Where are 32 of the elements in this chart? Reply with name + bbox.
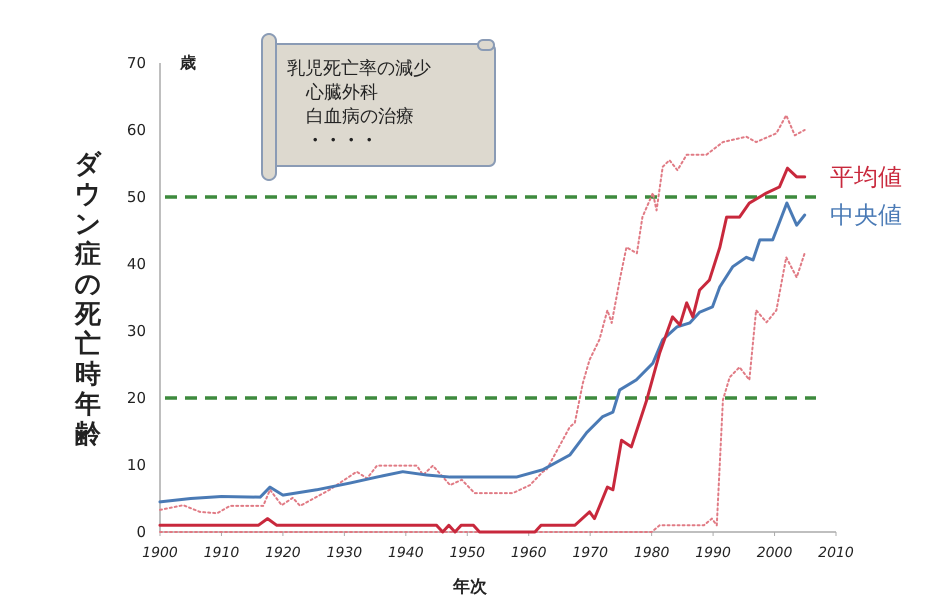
annotation: 白血病の治療 [306,106,414,127]
y-tick-label: 70 [126,54,146,72]
x-tick-label: 1950 [449,545,486,561]
x-tick-label: 1960 [510,545,547,561]
text: ダウン症の死亡時年齢 [74,150,102,450]
line-series [159,252,806,533]
x-tick-label: 1990 [695,545,731,561]
x-tick-label: 2000 [756,545,792,561]
x-axis-title: 年次 [452,577,488,597]
x-tick-label: 1910 [204,545,240,561]
x-tick-label: 1920 [265,545,301,561]
x-tick-label: 1930 [326,545,362,561]
y-tick-label: 0 [136,523,146,541]
annotation: 心臓外科 [305,82,378,103]
y-tick-label: 50 [126,188,146,206]
y-tick-label: 60 [126,121,146,139]
line-series [158,166,806,534]
y-tick-label: 30 [126,322,146,340]
annotation: 歳 [179,53,196,72]
annotation: ・・・・ [306,130,378,151]
x-tick-label: 1900 [142,545,178,561]
x-tick-label: 1970 [572,545,608,561]
series-label: 中央値 [830,201,902,230]
y-tick-label: 10 [126,456,146,474]
y-tick-label: 20 [126,389,146,407]
y-tick-label: 40 [126,255,146,273]
x-tick-label: 1980 [634,545,670,561]
x-tick-label: 2010 [818,545,854,561]
annotation: 乳児死亡率の減少 [287,58,431,79]
series-label: 平均値 [830,162,902,191]
line-series [158,202,806,504]
x-tick-label: 1940 [388,545,424,561]
